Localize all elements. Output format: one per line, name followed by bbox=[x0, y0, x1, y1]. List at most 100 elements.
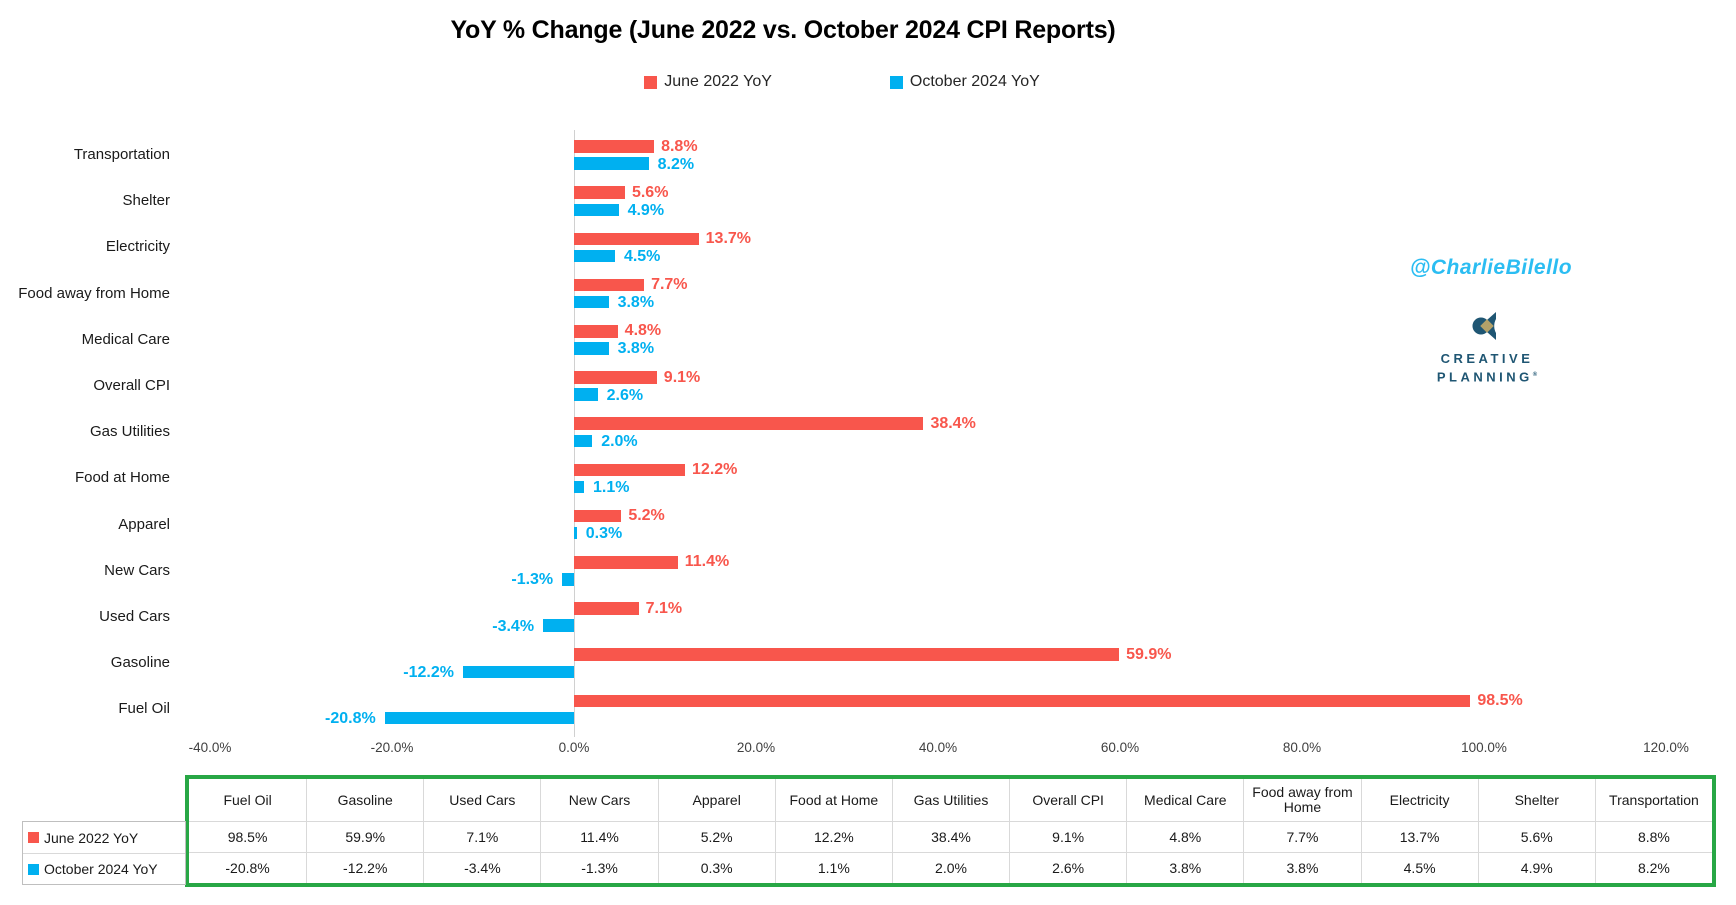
x-axis-tick-20: 20.0% bbox=[736, 740, 776, 755]
bar-october-medical-care bbox=[574, 342, 609, 355]
creative-planning-logo: CREATIVE PLANNING® bbox=[1428, 308, 1546, 385]
category-label-overall-cpi: Overall CPI bbox=[93, 377, 170, 394]
table-cell-october-2024-yoy-transportation: 8.2% bbox=[1594, 852, 1712, 883]
value-label-june-overall-cpi: 9.1% bbox=[663, 368, 701, 386]
table-row-label-october-2024-yoy: October 2024 YoY bbox=[23, 853, 185, 884]
table-row-labels: June 2022 YoY October 2024 YoY bbox=[22, 821, 186, 885]
data-table-grid: Fuel Oil Gasoline Used Cars New Cars Apparel… bbox=[185, 775, 1716, 887]
bar-june-electricity bbox=[574, 232, 699, 246]
value-label-october-food-away-from-home: 3.8% bbox=[617, 294, 655, 312]
table-cell-october-2024-yoy-electricity: 4.5% bbox=[1360, 852, 1478, 883]
bar-june-gasoline bbox=[574, 648, 1120, 661]
table-header-gas-utilities: Gas Utilities bbox=[891, 779, 1009, 821]
bar-june-shelter bbox=[574, 186, 625, 199]
bar-june-medical-care bbox=[574, 325, 618, 338]
bar-october-used-cars bbox=[543, 619, 574, 632]
bar-october-food-at-home bbox=[574, 480, 584, 494]
table-cell-october-2024-yoy-shelter: 4.9% bbox=[1477, 852, 1595, 883]
x-axis-tick-0: 0.0% bbox=[558, 740, 590, 755]
value-label-june-food-away-from-home: 7.7% bbox=[651, 276, 688, 294]
legend-swatch-june-icon bbox=[644, 75, 658, 89]
twitter-handle-watermark: @CharlieBilello bbox=[1409, 256, 1573, 279]
category-label-food-away-from-home: Food away from Home bbox=[18, 284, 170, 302]
value-label-october-medical-care: 3.8% bbox=[617, 340, 655, 358]
bar-june-apparel bbox=[574, 509, 622, 523]
table-cell-october-2024-yoy-fuel-oil: -20.8% bbox=[189, 852, 307, 883]
value-label-october-shelter: 4.9% bbox=[627, 201, 665, 219]
category-label-gas-utilities: Gas Utilities bbox=[89, 423, 170, 441]
bar-june-food-at-home bbox=[574, 463, 686, 477]
row-swatch-icon bbox=[28, 832, 39, 843]
table-cell-october-2024-yoy-food-away-from-home: 3.8% bbox=[1243, 852, 1361, 883]
value-label-june-new-cars: 11.4% bbox=[684, 553, 730, 571]
table-header-electricity: Electricity bbox=[1360, 779, 1478, 821]
category-label-gasoline: Gasoline bbox=[110, 654, 170, 672]
value-label-october-overall-cpi: 2.6% bbox=[606, 386, 644, 404]
table-cell-october-2024-yoy-overall-cpi: 2.6% bbox=[1009, 852, 1127, 883]
table-cell-june-2022-yoy-used-cars: 7.1% bbox=[423, 821, 541, 852]
value-label-october-gasoline: -12.2% bbox=[403, 663, 454, 681]
category-label-shelter: Shelter bbox=[122, 192, 170, 210]
bar-october-gasoline bbox=[462, 665, 574, 678]
value-label-june-apparel: 5.2% bbox=[628, 507, 665, 525]
table-cell-october-2024-yoy-new-cars: -1.3% bbox=[540, 852, 658, 883]
bar-october-overall-cpi bbox=[574, 388, 598, 401]
table-cell-june-2022-yoy-transportation: 8.8% bbox=[1594, 821, 1712, 852]
chart-legend: June 2022 YoY October 2024 YoY bbox=[0, 73, 1684, 91]
category-label-new-cars: New Cars bbox=[104, 561, 170, 579]
value-label-october-electricity: 4.5% bbox=[623, 247, 661, 265]
table-cell-october-2024-yoy-gasoline: -12.2% bbox=[306, 852, 424, 883]
value-label-june-food-at-home: 12.2% bbox=[692, 460, 738, 478]
category-label-food-at-home: Food at Home bbox=[74, 469, 170, 487]
row-label-text: June 2022 YoY bbox=[44, 829, 139, 846]
value-label-june-fuel-oil: 98.5% bbox=[1477, 691, 1523, 709]
bar-october-apparel bbox=[574, 526, 577, 540]
value-label-june-gas-utilities: 38.4% bbox=[930, 414, 976, 432]
x-axis-tick-120: 120.0% bbox=[1643, 740, 1689, 755]
table-cell-june-2022-yoy-medical-care: 4.8% bbox=[1126, 821, 1244, 852]
table-cell-june-2022-yoy-new-cars: 11.4% bbox=[540, 821, 658, 852]
legend-swatch-october-icon bbox=[889, 75, 903, 89]
value-label-june-electricity: 13.7% bbox=[705, 229, 752, 247]
bar-june-used-cars bbox=[574, 602, 639, 615]
bar-june-fuel-oil bbox=[574, 694, 1471, 708]
table-header-medical-care: Medical Care bbox=[1126, 779, 1243, 821]
row-label-text: October 2024 YoY bbox=[44, 861, 158, 877]
category-label-used-cars: Used Cars bbox=[99, 608, 170, 625]
bar-june-overall-cpi bbox=[574, 371, 657, 384]
table-header-apparel: Apparel bbox=[657, 779, 775, 821]
x-axis-tick-40: 40.0% bbox=[918, 740, 958, 755]
legend-label-june: June 2022 YoY bbox=[664, 73, 772, 90]
registered-mark: ® bbox=[1532, 372, 1538, 378]
x-axis-tick--40: -40.0% bbox=[188, 740, 232, 755]
table-cell-october-2024-yoy-food-at-home: 1.1% bbox=[774, 852, 892, 883]
table-cell-june-2022-yoy-gas-utilities: 38.4% bbox=[891, 821, 1010, 852]
legend-item-october-2024: October 2024 YoY bbox=[889, 73, 1040, 91]
table-cell-june-2022-yoy-apparel: 5.2% bbox=[657, 821, 775, 852]
value-label-october-used-cars: -3.4% bbox=[492, 617, 535, 635]
row-swatch-icon bbox=[28, 863, 39, 875]
table-header-food-away-from-home: Food away from Home bbox=[1243, 779, 1360, 821]
table-cell-june-2022-yoy-electricity: 13.7% bbox=[1360, 821, 1478, 852]
table-cell-june-2022-yoy-fuel-oil: 98.5% bbox=[189, 821, 307, 852]
bar-october-shelter bbox=[574, 203, 619, 216]
table-cell-june-2022-yoy-overall-cpi: 9.1% bbox=[1009, 821, 1127, 852]
value-label-june-used-cars: 7.1% bbox=[645, 599, 683, 617]
y-axis-zero-line bbox=[573, 130, 575, 737]
table-cell-june-2022-yoy-gasoline: 59.9% bbox=[306, 821, 424, 852]
bar-june-transportation bbox=[574, 140, 655, 153]
table-header-new-cars: New Cars bbox=[540, 779, 657, 821]
table-header-transportation: Transportation bbox=[1594, 779, 1712, 821]
table-cell-june-2022-yoy-food-at-home: 12.2% bbox=[774, 821, 892, 852]
table-cell-october-2024-yoy-medical-care: 3.8% bbox=[1126, 852, 1244, 883]
creative-planning-logo-line1: CREATIVE bbox=[1440, 351, 1534, 366]
value-label-june-gasoline: 59.9% bbox=[1126, 645, 1172, 663]
table-header-food-at-home: Food at Home bbox=[774, 779, 892, 821]
x-axis-tick-100: 100.0% bbox=[1461, 740, 1507, 755]
creative-planning-logo-line2: PLANNING® bbox=[1436, 369, 1538, 385]
value-label-october-apparel: 0.3% bbox=[585, 525, 623, 543]
category-label-electricity: Electricity bbox=[105, 238, 170, 256]
bar-october-new-cars bbox=[562, 573, 574, 586]
bar-october-gas-utilities bbox=[574, 434, 593, 447]
table-cell-june-2022-yoy-food-away-from-home: 7.7% bbox=[1243, 821, 1361, 852]
